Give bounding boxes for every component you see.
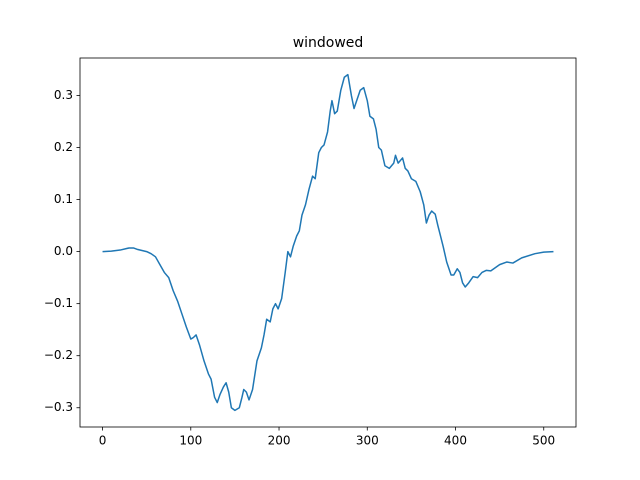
x-tick-label: 0 <box>99 434 107 448</box>
x-tick-label: 400 <box>444 434 467 448</box>
y-tick-label: −0.3 <box>44 400 73 414</box>
x-tick-label: 500 <box>532 434 555 448</box>
x-tick-label: 300 <box>356 434 379 448</box>
y-tick-label: −0.1 <box>44 296 73 310</box>
x-tick-label: 200 <box>268 434 291 448</box>
y-tick-label: 0.0 <box>54 244 73 258</box>
line-series <box>102 73 554 412</box>
axes-frame <box>79 57 577 428</box>
y-tick-label: 0.3 <box>54 88 73 102</box>
x-tick-label: 100 <box>179 434 202 448</box>
y-tick-label: −0.2 <box>44 348 73 362</box>
chart-title: windowed <box>293 35 364 51</box>
y-tick-label: 0.2 <box>54 140 73 154</box>
y-tick-label: 0.1 <box>54 192 73 206</box>
